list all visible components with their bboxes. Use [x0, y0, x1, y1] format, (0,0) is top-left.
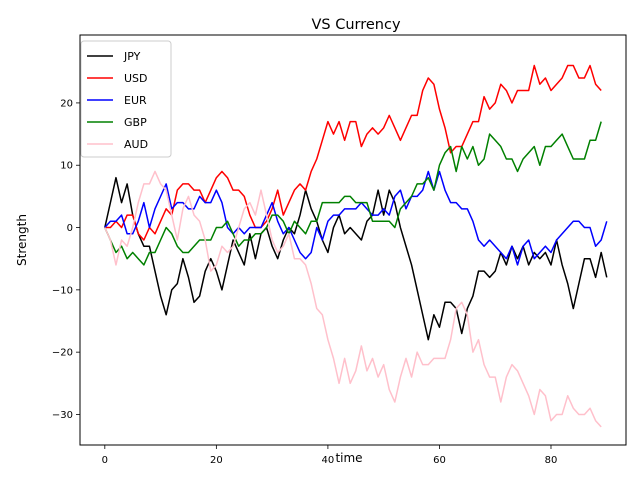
y-tick-label: 10 — [60, 161, 73, 172]
plot-frame — [79, 34, 627, 446]
y-tick-label: −10 — [52, 285, 73, 296]
legend-label-aud: AUD — [124, 138, 148, 151]
y-tick-label: 0 — [67, 223, 73, 234]
legend-box — [80, 40, 172, 158]
y-axis: −30 −20 −10 0 10 20 — [52, 98, 80, 421]
x-tick-label: 20 — [210, 455, 223, 466]
legend: JPY USD EUR GBP AUD — [80, 40, 172, 158]
legend-label-eur: EUR — [124, 94, 147, 107]
x-axis-label: time — [335, 451, 362, 465]
y-tick-label: 20 — [60, 98, 73, 109]
series-line-usd — [104, 64, 602, 241]
series-line-gbp — [104, 121, 602, 266]
x-tick-label: 40 — [322, 455, 335, 466]
x-axis: 0 20 40 60 80 — [102, 445, 558, 466]
x-tick-label: 0 — [102, 455, 108, 466]
legend-label-usd: USD — [124, 72, 148, 85]
y-tick-label: −30 — [52, 410, 73, 421]
chart-title: VS Currency — [311, 17, 400, 33]
x-tick-label: 60 — [433, 455, 446, 466]
legend-label-jpy: JPY — [123, 50, 141, 63]
series-layer — [104, 64, 608, 428]
legend-label-gbp: GBP — [124, 116, 147, 129]
series-line-aud — [104, 170, 602, 428]
y-tick-label: −20 — [52, 348, 73, 359]
x-tick-label: 80 — [545, 455, 558, 466]
y-axis-label: Strength — [15, 214, 29, 266]
series-line-eur — [104, 170, 608, 266]
